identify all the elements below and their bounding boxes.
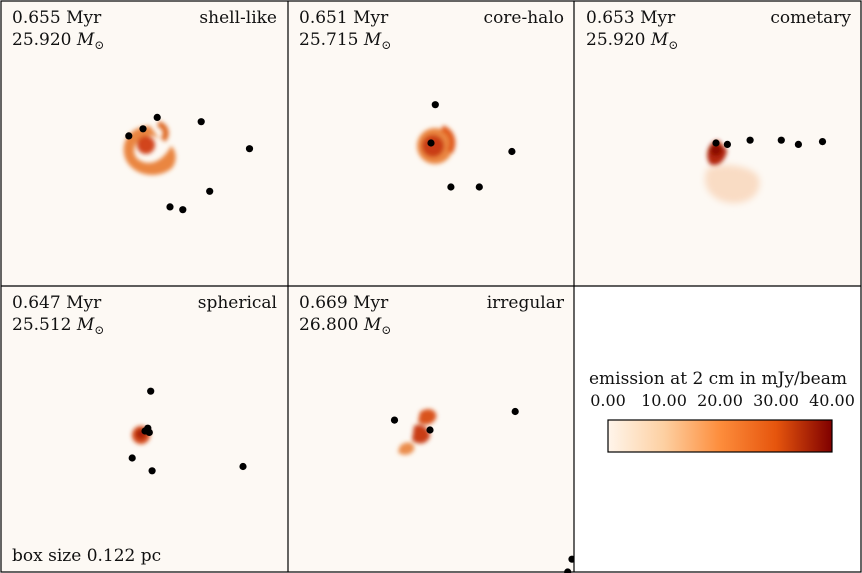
emission-map — [123, 121, 176, 175]
sink-particle — [179, 206, 187, 214]
emission-map — [704, 140, 760, 204]
sink-particle — [777, 136, 785, 144]
sink-particle — [139, 125, 147, 133]
sink-particle — [166, 203, 174, 211]
mass-unit: M — [650, 30, 669, 50]
panel-core-halo: 0.651 Myr 25.715 M⊙ core-halo — [288, 1, 574, 286]
panel-irregular: 0.669 Myr 26.800 M⊙ irregular — [288, 286, 576, 573]
sun-symbol: ⊙ — [381, 38, 391, 52]
sink-particle — [431, 101, 439, 109]
sink-particle — [511, 407, 519, 416]
panel-mass: 25.512 M⊙ — [12, 315, 104, 337]
panel-mass: 26.800 M⊙ — [299, 315, 391, 337]
panel-morphology: cometary — [770, 8, 851, 28]
mass-value: 25.920 — [586, 30, 645, 50]
colorbar-gradient — [607, 419, 833, 453]
colorbar-panel: emission at 2 cm in mJy/beam 0.00 10.00 20… — [574, 286, 861, 572]
sink-particle — [723, 140, 732, 148]
sink-particle — [390, 416, 399, 424]
panel-time: 0.653 Myr — [586, 8, 676, 28]
mass-unit: M — [76, 30, 95, 50]
panel-mass: 25.920 M⊙ — [586, 30, 678, 52]
colorbar-tick-label: 30.00 — [753, 391, 799, 410]
sink-particles — [712, 136, 827, 148]
sun-symbol: ⊙ — [381, 323, 391, 337]
colorbar-tick-label: 20.00 — [697, 391, 743, 410]
sink-particles — [427, 101, 516, 191]
sink-particles — [128, 387, 247, 475]
sink-particle — [147, 387, 155, 395]
sink-particle — [148, 467, 156, 475]
panel-morphology: spherical — [198, 293, 277, 313]
sun-symbol: ⊙ — [94, 38, 104, 52]
sink-particle — [712, 139, 720, 147]
mass-value: 25.512 — [12, 315, 71, 335]
mass-unit: M — [363, 30, 382, 50]
panel-mass: 25.920 M⊙ — [12, 30, 104, 52]
panel-morphology: irregular — [487, 293, 565, 313]
mass-value: 25.920 — [12, 30, 71, 50]
sink-particle — [153, 113, 161, 121]
panel-mass: 25.715 M⊙ — [299, 30, 391, 52]
panel-time: 0.647 Myr — [12, 293, 102, 313]
sink-particle — [239, 462, 247, 471]
sun-symbol: ⊙ — [94, 323, 104, 337]
mass-unit: M — [76, 315, 95, 335]
sink-particle — [206, 187, 214, 195]
panel-time: 0.651 Myr — [299, 8, 389, 28]
sink-particle — [426, 426, 434, 434]
sink-particle — [197, 118, 205, 126]
sun-symbol: ⊙ — [668, 38, 678, 52]
panel-spherical: 0.647 Myr 25.512 M⊙ spherical box size 0… — [1, 286, 288, 572]
sink-particle — [818, 138, 827, 146]
emission-map — [417, 125, 456, 164]
sink-particle — [145, 428, 153, 436]
colorbar-label: emission at 2 cm in mJy/beam — [589, 369, 847, 389]
sink-particle — [794, 140, 803, 148]
box-size-label: box size 0.122 pc — [12, 546, 161, 566]
sink-particle — [447, 183, 455, 191]
panel-time: 0.669 Myr — [299, 293, 389, 313]
panel-cometary: 0.653 Myr 25.920 M⊙ cometary — [574, 1, 861, 286]
sink-particle — [128, 454, 136, 462]
sink-particle — [427, 139, 435, 147]
colorbar-tick-label: 10.00 — [641, 391, 687, 410]
colorbar-tick-label: 40.00 — [809, 391, 855, 410]
sink-particles — [125, 113, 254, 214]
colorbar-ticks: 0.00 10.00 20.00 30.00 40.00 — [590, 391, 855, 410]
panel-morphology: shell-like — [199, 8, 277, 28]
panel-morphology: core-halo — [484, 8, 564, 28]
emission-map — [398, 409, 437, 455]
panel-shell-like: 0.655 Myr 25.920 M⊙ shell-like — [1, 1, 288, 286]
colorbar-tick-label: 0.00 — [590, 391, 626, 410]
mass-value: 25.715 — [299, 30, 358, 50]
sink-particle — [508, 147, 516, 156]
panel-time: 0.655 Myr — [12, 8, 102, 28]
sink-particle — [475, 183, 483, 191]
mass-value: 26.800 — [299, 315, 358, 335]
sink-particle — [125, 132, 133, 140]
sink-particle — [746, 136, 754, 144]
sink-particle — [245, 145, 254, 153]
mass-unit: M — [363, 315, 382, 335]
